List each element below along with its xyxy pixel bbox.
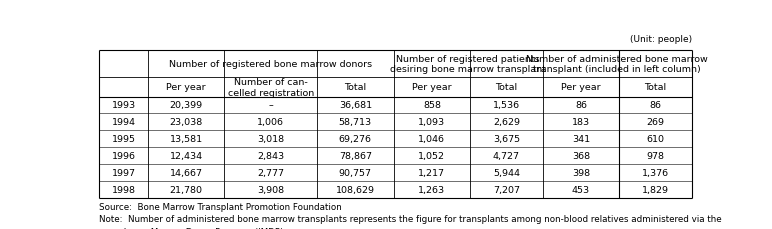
Text: 3,675: 3,675 [493,134,520,144]
Text: 69,276: 69,276 [339,134,372,144]
Text: 78,867: 78,867 [339,151,372,160]
Text: 341: 341 [572,134,590,144]
Text: Number of can-
celled registration: Number of can- celled registration [228,78,314,97]
Text: 1997: 1997 [112,168,136,177]
Text: 4,727: 4,727 [493,151,520,160]
Text: 978: 978 [646,151,665,160]
Text: Total: Total [645,83,666,92]
Text: 108,629: 108,629 [336,185,375,194]
Text: Per year: Per year [561,83,601,92]
Text: 269: 269 [646,118,665,127]
Text: 14,667: 14,667 [170,168,202,177]
Text: 3,018: 3,018 [257,134,284,144]
Text: 1,263: 1,263 [418,185,445,194]
Text: 1,536: 1,536 [493,101,520,110]
Text: 5,944: 5,944 [493,168,520,177]
Text: 21,780: 21,780 [170,185,202,194]
Text: 1,093: 1,093 [418,118,445,127]
Text: Total: Total [344,83,367,92]
Text: Total: Total [496,83,517,92]
Text: Per year: Per year [166,83,206,92]
Text: 86: 86 [575,101,587,110]
Text: 1993: 1993 [112,101,136,110]
Text: 2,777: 2,777 [257,168,284,177]
Text: Japan Marrow Donor Program (JMDP).: Japan Marrow Donor Program (JMDP). [100,227,286,229]
Text: 58,713: 58,713 [339,118,372,127]
Text: 90,757: 90,757 [339,168,372,177]
Text: Number of registered bone marrow donors: Number of registered bone marrow donors [169,60,372,68]
Text: (Unit: people): (Unit: people) [630,34,692,43]
Text: 23,038: 23,038 [170,118,203,127]
Text: 20,399: 20,399 [170,101,203,110]
Text: 1995: 1995 [112,134,136,144]
Text: 3,908: 3,908 [257,185,284,194]
Text: 13,581: 13,581 [170,134,203,144]
Text: 1,829: 1,829 [642,185,669,194]
Text: 2,629: 2,629 [493,118,520,127]
Text: Number of administered bone marrow
transplant (included in left column): Number of administered bone marrow trans… [527,55,708,74]
Text: 368: 368 [572,151,590,160]
Text: 1,046: 1,046 [418,134,445,144]
Text: 1,376: 1,376 [642,168,669,177]
Text: 2,843: 2,843 [257,151,284,160]
Text: 1998: 1998 [112,185,136,194]
Text: 1996: 1996 [112,151,136,160]
Text: 7,207: 7,207 [493,185,520,194]
Text: Number of registered patients
desiring bone marrow transplant: Number of registered patients desiring b… [390,55,546,74]
Text: –: – [269,101,273,110]
Text: 36,681: 36,681 [339,101,372,110]
Text: Note:  Number of administered bone marrow transplants represents the figure for : Note: Number of administered bone marrow… [100,214,722,223]
Text: Per year: Per year [412,83,452,92]
Text: 1994: 1994 [112,118,136,127]
Text: 398: 398 [572,168,590,177]
Text: 858: 858 [423,101,441,110]
Text: 1,052: 1,052 [418,151,445,160]
Text: 86: 86 [649,101,662,110]
Text: 183: 183 [572,118,590,127]
Text: Source:  Bone Marrow Transplant Promotion Foundation: Source: Bone Marrow Transplant Promotion… [100,202,342,211]
Text: 610: 610 [646,134,665,144]
Text: 12,434: 12,434 [170,151,203,160]
Text: 1,217: 1,217 [418,168,445,177]
Text: 453: 453 [572,185,590,194]
Text: 1,006: 1,006 [257,118,284,127]
